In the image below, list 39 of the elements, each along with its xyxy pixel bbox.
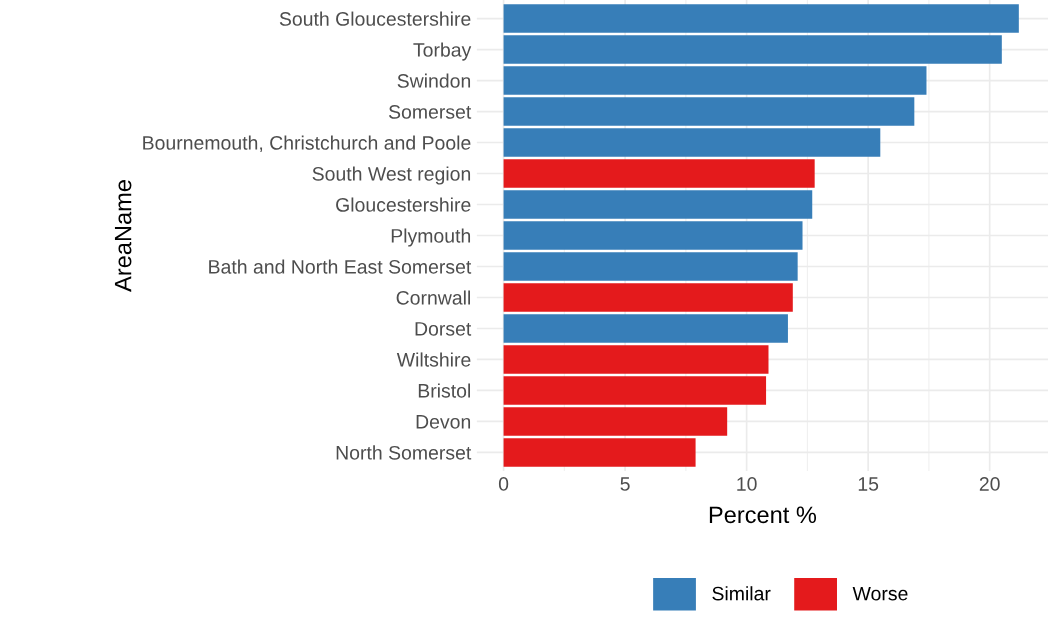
y-tick-label: Somerset: [388, 105, 472, 119]
x-tick-label: 10: [737, 477, 757, 491]
bar: [503, 128, 881, 157]
y-tick-label: Bath and North East Somerset: [209, 259, 472, 274]
bar: [503, 221, 803, 250]
bar: [503, 345, 769, 374]
y-tick-label: South Gloucestershire: [279, 11, 471, 26]
bar: [503, 159, 815, 188]
bar: [503, 190, 813, 219]
x-axis-title: Percent %: [709, 506, 817, 524]
y-tick-label: Bournemouth, Christchurch and Poole: [143, 135, 471, 153]
y-tick-label: Swindon: [397, 73, 471, 88]
y-tick-label: Wiltshire: [396, 352, 471, 367]
bar: [503, 438, 696, 467]
legend-label: Worse: [852, 586, 908, 601]
bar: [503, 283, 793, 312]
y-tick-label: Bristol: [418, 383, 470, 398]
bar: [503, 314, 788, 343]
legend-label: Similar: [712, 586, 771, 601]
x-tick-label: 0: [498, 477, 509, 491]
bar: [503, 376, 767, 405]
bar: [503, 252, 798, 281]
x-tick-label: 5: [620, 477, 630, 491]
bar: [503, 97, 915, 126]
bar: [503, 407, 728, 436]
y-axis-title: AreaName: [114, 180, 132, 292]
y-tick-label: Devon: [416, 415, 471, 429]
y-tick-label: Plymouth: [391, 228, 471, 247]
y-tick-label: Dorset: [415, 322, 472, 336]
y-tick-label: South West region: [312, 166, 471, 185]
bar: [503, 66, 927, 95]
y-tick-label: Cornwall: [396, 290, 470, 305]
y-tick-label: Gloucestershire: [336, 197, 471, 212]
x-tick-label: 15: [858, 477, 879, 491]
y-tick-label: North Somerset: [336, 445, 472, 460]
bar: [503, 4, 1019, 33]
y-tick-label: Torbay: [413, 42, 472, 61]
x-tick-label: 20: [979, 477, 1000, 491]
bar: [503, 35, 1002, 64]
